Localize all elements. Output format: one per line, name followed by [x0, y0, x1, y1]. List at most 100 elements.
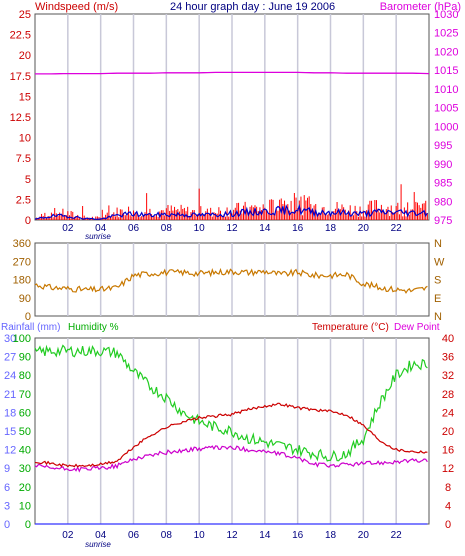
temperature-tick-label: 0: [445, 519, 451, 531]
bottom-time-tick-label: 22: [391, 530, 403, 541]
dewpoint-axis-label: Dew Point: [394, 322, 440, 333]
dewpoint-line: [34, 445, 428, 473]
rainfall-tick-label: 3: [4, 500, 10, 512]
humidity-tick-label: 0: [25, 519, 31, 531]
windspeed-tick-label: 22.5: [10, 30, 31, 42]
barometer-axis-label: Barometer (hPa): [380, 1, 461, 13]
bottom-time-tick-label: 02: [62, 530, 74, 541]
barometer-tick-label: 1005: [434, 103, 458, 115]
bottom-time-ticks: 02 04 06 08 10 12 14 16 18 20 22: [62, 530, 402, 541]
windspeed-tick-label: 20: [19, 50, 31, 62]
humidity-tick-label: 40: [19, 445, 31, 457]
temperature-tick-label: 24: [442, 407, 454, 419]
rainfall-tick-label: 0: [4, 519, 10, 531]
barometer-line: [35, 71, 430, 75]
windspeed-tick-label: 0: [25, 215, 31, 227]
humidity-ticks: 0 10 20 30 40 50 60 70 80 90 100: [13, 333, 31, 531]
temperature-line: [34, 402, 428, 468]
humidity-tick-label: 50: [19, 426, 31, 438]
windspeed-tick-label: 5: [25, 174, 31, 186]
barometer-tick-label: 990: [434, 159, 452, 171]
temperature-tick-label: 20: [442, 426, 454, 438]
bottom-sunrise-label: sunrise: [85, 540, 111, 549]
top-time-tick-label: 20: [358, 223, 370, 234]
rain-humidity-temperature-panel: Rainfall (mm) Humidity % Temperature (°C…: [1, 322, 454, 549]
windspeed-tick-label: 10: [19, 133, 31, 145]
bottom-time-tick-label: 14: [259, 530, 271, 541]
temperature-axis-label: Temperature (°C): [312, 322, 389, 333]
temperature-tick-label: 28: [442, 389, 454, 401]
bottom-time-tick-label: 12: [226, 530, 238, 541]
humidity-tick-label: 30: [19, 463, 31, 475]
barometer-tick-label: 1000: [434, 121, 458, 133]
rainfall-tick-label: 24: [4, 370, 16, 382]
bottom-time-tick-label: 20: [358, 530, 370, 541]
bottom-grid: [67, 338, 397, 524]
wind-direction-line: [34, 267, 428, 294]
barometer-tick-label: 975: [434, 215, 452, 227]
humidity-tick-label: 80: [19, 370, 31, 382]
humidity-tick-label: 70: [19, 389, 31, 401]
wind-average-line: [34, 203, 428, 220]
graph-title: 24 hour graph day : June 19 2006: [170, 1, 335, 13]
top-series: [34, 71, 430, 220]
temperature-ticks: 0 4 8 12 16 20 24 28 32 36 40: [442, 333, 454, 531]
direction-grid: [67, 243, 397, 316]
temperature-tick-label: 12: [442, 463, 454, 475]
top-time-ticks: 02 04 06 08 10 12 14 16 18 20 22: [62, 223, 402, 234]
rainfall-tick-label: 15: [4, 426, 16, 438]
top-time-tick-label: 12: [226, 223, 238, 234]
bottom-time-tick-label: 16: [292, 530, 304, 541]
rainfall-tick-label: 6: [4, 482, 10, 494]
windspeed-tick-label: 25: [19, 9, 31, 21]
rainfall-tick-label: 21: [4, 389, 16, 401]
direction-compass-label: W: [434, 256, 445, 268]
barometer-tick-label: 1020: [434, 46, 458, 58]
top-grid: [67, 14, 397, 220]
bottom-time-tick-label: 10: [194, 530, 206, 541]
windspeed-axis-label: Windspeed (m/s): [35, 1, 118, 13]
barometer-tick-label: 980: [434, 196, 452, 208]
top-time-tick-label: 16: [292, 223, 304, 234]
temperature-tick-label: 16: [442, 445, 454, 457]
direction-degree-label: 270: [13, 256, 31, 268]
direction-compass-label: N: [434, 311, 442, 323]
top-sunrise-label: sunrise: [85, 232, 111, 241]
bottom-time-tick-label: 06: [128, 530, 140, 541]
humidity-line: [34, 344, 428, 462]
top-time-tick-label: 22: [391, 223, 403, 234]
rainfall-tick-label: 27: [4, 352, 16, 364]
barometer-tick-label: 995: [434, 140, 452, 152]
barometer-tick-label: 1030: [434, 9, 458, 21]
humidity-tick-label: 20: [19, 482, 31, 494]
barometer-tick-label: 1010: [434, 84, 458, 96]
windspeed-tick-label: 2.5: [16, 194, 31, 206]
rainfall-tick-label: 18: [4, 407, 16, 419]
bottom-series: [34, 344, 428, 525]
direction-degree-label: 90: [19, 293, 31, 305]
top-time-tick-label: 18: [325, 223, 337, 234]
barometer-ticks: 975 980 985 990 995 1000 1005 1010 1015 1020 1025 1…: [434, 9, 458, 227]
bottom-time-tick-label: 04: [95, 530, 107, 541]
direction-compass-label: S: [434, 275, 441, 287]
top-time-tick-label: 10: [194, 223, 206, 234]
rainfall-tick-label: 9: [4, 463, 10, 475]
rainfall-tick-label: 30: [4, 333, 16, 345]
direction-degree-label: 360: [13, 238, 31, 250]
top-time-tick-label: 04: [95, 223, 107, 234]
barometer-tick-label: 1015: [434, 65, 458, 77]
wind-barometer-panel: Windspeed (m/s) 24 hour graph day : June…: [10, 1, 461, 241]
humidity-axis-label: Humidity %: [68, 322, 119, 333]
humidity-tick-label: 10: [19, 500, 31, 512]
direction-degree-label: 0: [25, 311, 31, 323]
rainfall-axis-label: Rainfall (mm): [1, 322, 60, 333]
bottom-time-tick-label: 18: [325, 530, 337, 541]
direction-degree-ticks: 0 90 180 270 360: [13, 238, 31, 323]
direction-compass-label: N: [434, 238, 442, 250]
temperature-tick-label: 8: [445, 482, 451, 494]
windspeed-ticks: 0 2.5 5 7.5 10 12.5 15 17.5 20 22.5 25: [10, 9, 31, 227]
rainfall-tick-label: 12: [4, 445, 16, 457]
